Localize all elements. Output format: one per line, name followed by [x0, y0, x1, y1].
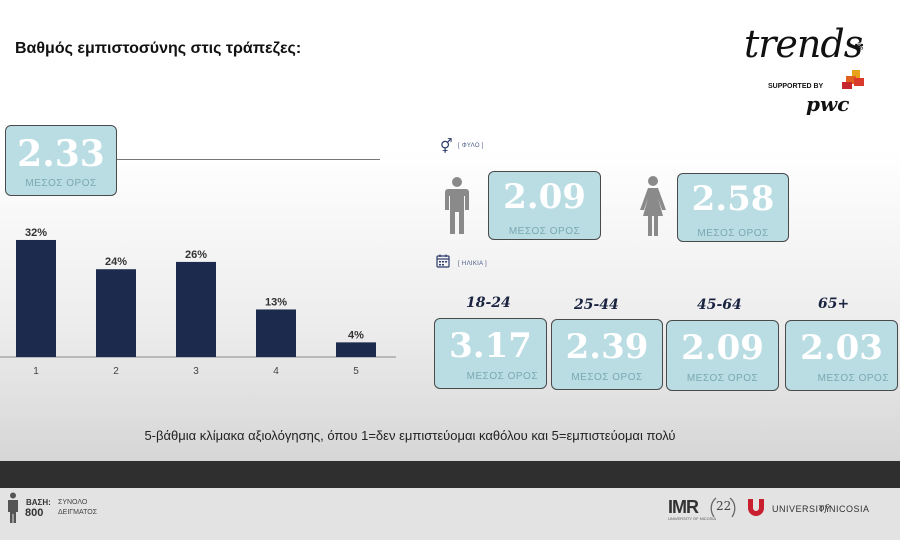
- age-average-label: ΜΕΣΟΣ ΟΡΟΣ: [571, 372, 643, 383]
- x-tick-label: 4: [273, 366, 279, 377]
- bar: [176, 261, 216, 357]
- age-section-label: [ ΗΛΙΚΙΑ ]: [458, 261, 488, 267]
- age-average-value: 3.17: [449, 326, 532, 366]
- female-average-value: 2.58: [691, 179, 775, 219]
- female-average-label: ΜΕΣΟΣ ΟΡΟΣ: [697, 228, 769, 239]
- age-average-label: ΜΕΣΟΣ ΟΡΟΣ: [686, 373, 759, 384]
- page-title: Βαθμός εμπιστοσύνης στις τράπεζες:: [15, 40, 302, 57]
- university-nicosia-mark-icon: [748, 499, 764, 516]
- x-tick-label: 1: [33, 366, 39, 377]
- bar-data-label: 26%: [185, 249, 207, 261]
- age-average-box: 3.17 ΜΕΣΟΣ ΟΡΟΣ: [434, 318, 547, 389]
- age-group-name: 18-24: [466, 295, 511, 311]
- x-tick-label: 3: [193, 366, 199, 377]
- bar-data-label: 13%: [265, 296, 287, 308]
- age-group-name: 45-64: [697, 297, 742, 313]
- pwc-wordmark: pwc: [806, 92, 850, 116]
- pwc-mark-icon: [842, 70, 864, 89]
- footer-band: [0, 461, 900, 488]
- age-average-value: 2.03: [800, 328, 883, 368]
- male-average-value: 2.09: [503, 177, 586, 217]
- bar: [336, 342, 376, 357]
- person-icon: [8, 492, 18, 523]
- university-name: UNIVERSITY: [772, 504, 832, 514]
- university-name-of: of: [819, 504, 828, 514]
- base-label: ΒΑΣΗ:: [26, 498, 51, 507]
- supported-by-label: SUPPORTED BY: [768, 83, 824, 90]
- gender-icon: ⚥: [440, 138, 453, 154]
- average-divider: [117, 159, 380, 160]
- age-group-name: 65+: [818, 296, 850, 312]
- age-average-label: ΜΕΣΟΣ ΟΡΟΣ: [817, 373, 889, 384]
- bar-data-label: 32%: [25, 227, 47, 239]
- footer: [0, 488, 900, 540]
- x-tick-label: 2: [113, 366, 119, 377]
- overall-average-value: 2.33: [17, 133, 105, 175]
- age-average-label: ΜΕΣΟΣ ΟΡΟΣ: [466, 371, 538, 382]
- trends-leaf-icon: ✾: [854, 40, 865, 54]
- sample-label-line2: ΔΕΙΓΜΑΤΟΣ: [58, 509, 98, 516]
- female-average-box: 2.58 ΜΕΣΟΣ ΟΡΟΣ: [677, 173, 789, 242]
- anniversary-laurel-icon: [710, 497, 736, 518]
- bar-data-label: 4%: [348, 329, 364, 341]
- bar: [256, 309, 296, 357]
- trust-distribution-chart: 32% 1 24% 2 26% 3 13% 4 4% 5: [0, 227, 396, 377]
- imr-logo-subtitle: UNIVERSITY OF NICOSIA: [668, 516, 717, 521]
- bar: [16, 239, 56, 357]
- male-person-icon: [445, 177, 469, 234]
- scale-note: 5-βάθμια κλίμακα αξιολόγησης, όπου 1=δεν…: [144, 428, 676, 443]
- imr-logo: IMR: [668, 497, 699, 517]
- male-average-label: ΜΕΣΟΣ ΟΡΟΣ: [508, 226, 581, 237]
- bar-data-label: 24%: [105, 256, 127, 268]
- male-average-box: 2.09 ΜΕΣΟΣ ΟΡΟΣ: [488, 171, 601, 240]
- age-average-value: 2.09: [681, 328, 764, 368]
- age-average-box: 2.39 ΜΕΣΟΣ ΟΡΟΣ: [551, 319, 663, 390]
- university-name-city: NICOSIA: [829, 504, 870, 514]
- calendar-icon: [436, 254, 450, 268]
- base-value: 800: [25, 507, 44, 519]
- gender-section-label: [ ΦΥΛΟ ]: [458, 143, 484, 149]
- overall-average-label: ΜΕΣΟΣ ΟΡΟΣ: [25, 178, 97, 189]
- age-average-value: 2.39: [565, 327, 649, 367]
- age-group-name: 25-44: [574, 297, 619, 313]
- bar: [96, 269, 136, 357]
- trends-logo: trends ✾ SUPPORTED BY pwc: [744, 22, 874, 117]
- age-average-box: 2.03 ΜΕΣΟΣ ΟΡΟΣ: [785, 320, 898, 391]
- trends-wordmark: trends: [744, 22, 863, 66]
- x-tick-label: 5: [353, 366, 359, 377]
- overall-average-box: 2.33 ΜΕΣΟΣ ΟΡΟΣ: [5, 125, 117, 196]
- female-person-icon: [640, 176, 666, 236]
- age-average-box: 2.09 ΜΕΣΟΣ ΟΡΟΣ: [666, 320, 779, 391]
- anniversary-number: 22: [716, 499, 732, 513]
- sample-label-line1: ΣΥΝΟΛΟ: [58, 499, 88, 506]
